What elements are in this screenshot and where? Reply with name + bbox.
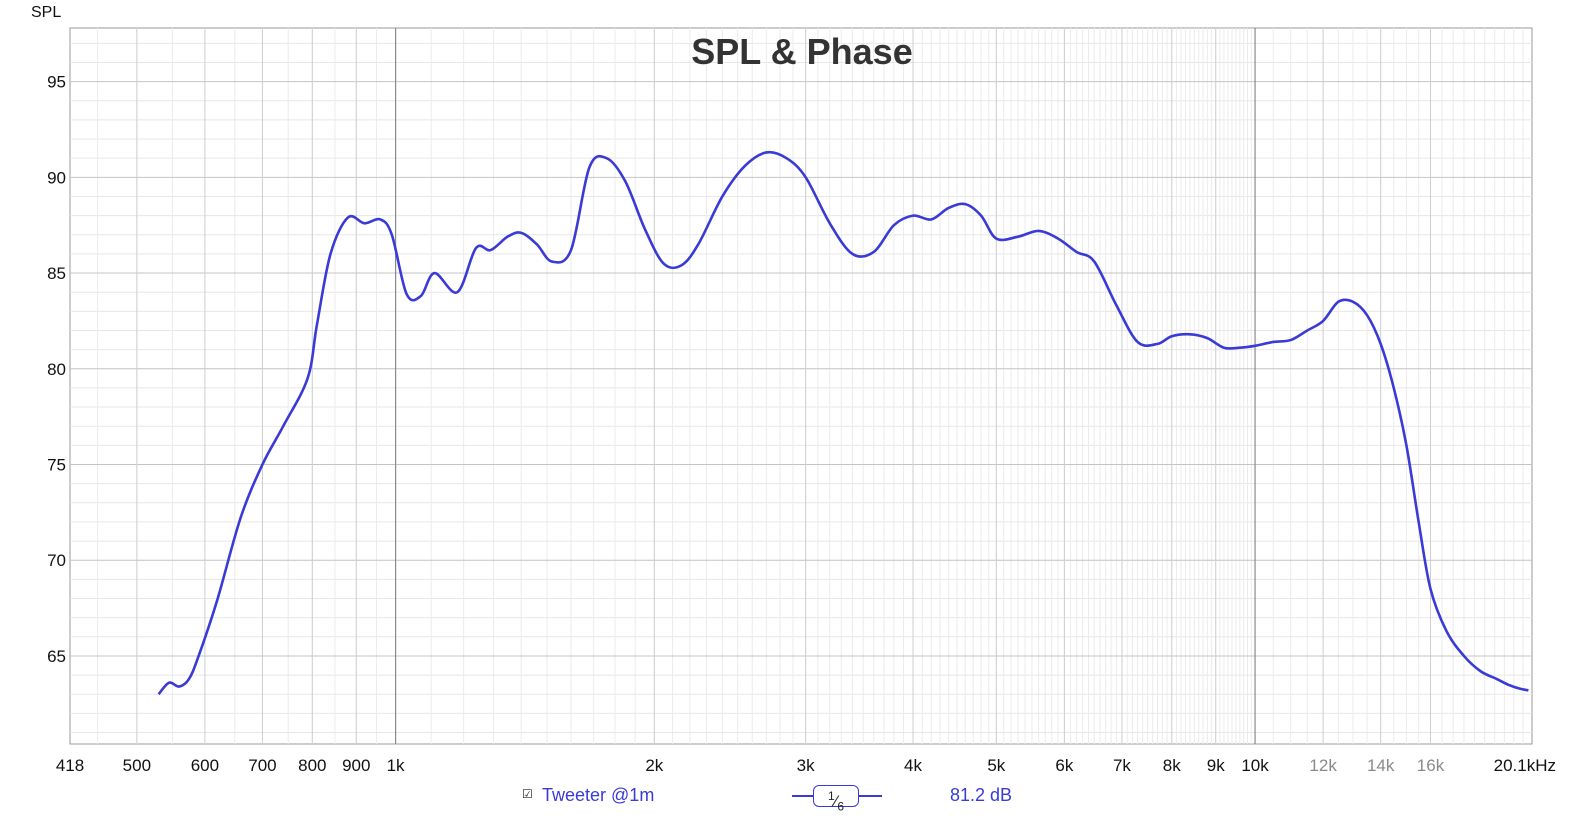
x-tick-label: 418 (56, 756, 84, 775)
y-tick-label: 95 (47, 73, 66, 92)
x-tick-label: 900 (342, 756, 370, 775)
x-tick-label: 10k (1241, 756, 1269, 775)
x-tick-label: 3k (797, 756, 815, 775)
x-tick-label: 8k (1163, 756, 1181, 775)
smoothing-numerator: 1 (827, 789, 835, 803)
x-tick-label: 700 (248, 756, 276, 775)
x-tick-label: 600 (191, 756, 219, 775)
series-line-tweeter (157, 150, 1529, 696)
x-tick-label: 12k (1309, 756, 1337, 775)
y-tick-label: 85 (47, 264, 66, 283)
smoothing-denominator: 6 (837, 799, 845, 814)
series-layer (157, 150, 1529, 696)
fraction-slash-icon: ⁄ (834, 793, 838, 811)
x-tick-label: 4k (904, 756, 922, 775)
x-tick-label: 16k (1417, 756, 1445, 775)
x-tick-label: 6k (1055, 756, 1073, 775)
x-tick-label: 20.1kHz (1494, 756, 1556, 775)
major-grid (70, 28, 1532, 744)
x-tick-labels: 418 500 600 700 800 900 1k 2k 3k 4k 5k 6k 7k 8k 9k 10k 1… (56, 756, 1556, 775)
plot-frame (69, 27, 1533, 745)
x-tick-label: 7k (1113, 756, 1131, 775)
x-tick-label: 500 (123, 756, 151, 775)
y-axis-label: SPL (31, 4, 61, 21)
y-tick-labels: 65 70 75 80 85 90 95 (47, 73, 66, 666)
series-visibility-checkbox[interactable]: ☑ (522, 787, 533, 801)
y-tick-label: 90 (47, 168, 66, 187)
smoothing-button[interactable]: 1⁄6 (813, 785, 859, 814)
y-tick-label: 65 (47, 647, 66, 666)
smoothing-swatch[interactable]: 1⁄6 (792, 784, 882, 814)
x-tick-label: 14k (1367, 756, 1395, 775)
y-tick-label: 80 (47, 360, 66, 379)
chart-title: SPL & Phase (691, 31, 912, 72)
x-tick-label: 800 (298, 756, 326, 775)
x-tick-label: 5k (987, 756, 1005, 775)
x-tick-label: 9k (1207, 756, 1225, 775)
series-legend-label[interactable]: Tweeter @1m (542, 785, 655, 805)
y-tick-label: 70 (47, 551, 66, 570)
y-tick-label: 75 (47, 455, 66, 474)
x-tick-label: 1k (387, 756, 405, 775)
x-tick-label: 2k (645, 756, 663, 775)
cursor-value-readout: 81.2 dB (950, 785, 1013, 805)
